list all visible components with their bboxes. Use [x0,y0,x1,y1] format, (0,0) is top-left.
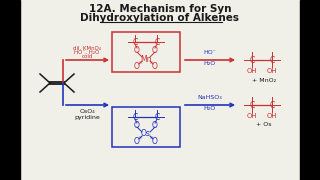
Text: Mn: Mn [140,55,152,64]
Text: OH: OH [267,113,277,119]
Text: NaHSO₃: NaHSO₃ [198,95,222,100]
Text: C: C [154,112,160,122]
Text: OH: OH [247,68,257,74]
Text: O: O [152,62,158,71]
Text: C: C [154,37,160,46]
Text: OsO₄: OsO₄ [79,109,95,114]
Text: O: O [152,46,158,55]
Bar [0,0,20,180]
Text: C: C [132,112,138,122]
Text: O: O [152,120,158,129]
Text: OH: OH [267,68,277,74]
Text: HO⁻, H₂O: HO⁻, H₂O [74,50,100,55]
Text: C: C [249,55,255,64]
Text: H₂O: H₂O [204,61,216,66]
Bar [112,107,180,147]
Text: pyridine: pyridine [74,115,100,120]
Text: dil. KMnO₄: dil. KMnO₄ [73,46,101,51]
Text: C: C [269,55,275,64]
Text: O: O [152,136,158,145]
Bar [300,0,320,180]
Text: 12A. Mechanism for Syn: 12A. Mechanism for Syn [89,4,231,14]
Bar [112,32,180,72]
Text: cold: cold [81,54,93,59]
Text: O: O [134,136,140,145]
Text: C: C [249,100,255,109]
Text: Dihydroxylation of Alkenes: Dihydroxylation of Alkenes [81,13,239,23]
Text: O: O [134,62,140,71]
Text: H₂O: H₂O [204,106,216,111]
Text: OH: OH [247,113,257,119]
Text: C: C [269,100,275,109]
Text: Os: Os [141,129,151,138]
Text: HO⁻: HO⁻ [204,50,217,55]
Text: C: C [132,37,138,46]
Text: O: O [134,46,140,55]
Text: + Os: + Os [256,123,272,127]
Text: + MnO₂: + MnO₂ [252,78,276,82]
Text: O: O [134,120,140,129]
